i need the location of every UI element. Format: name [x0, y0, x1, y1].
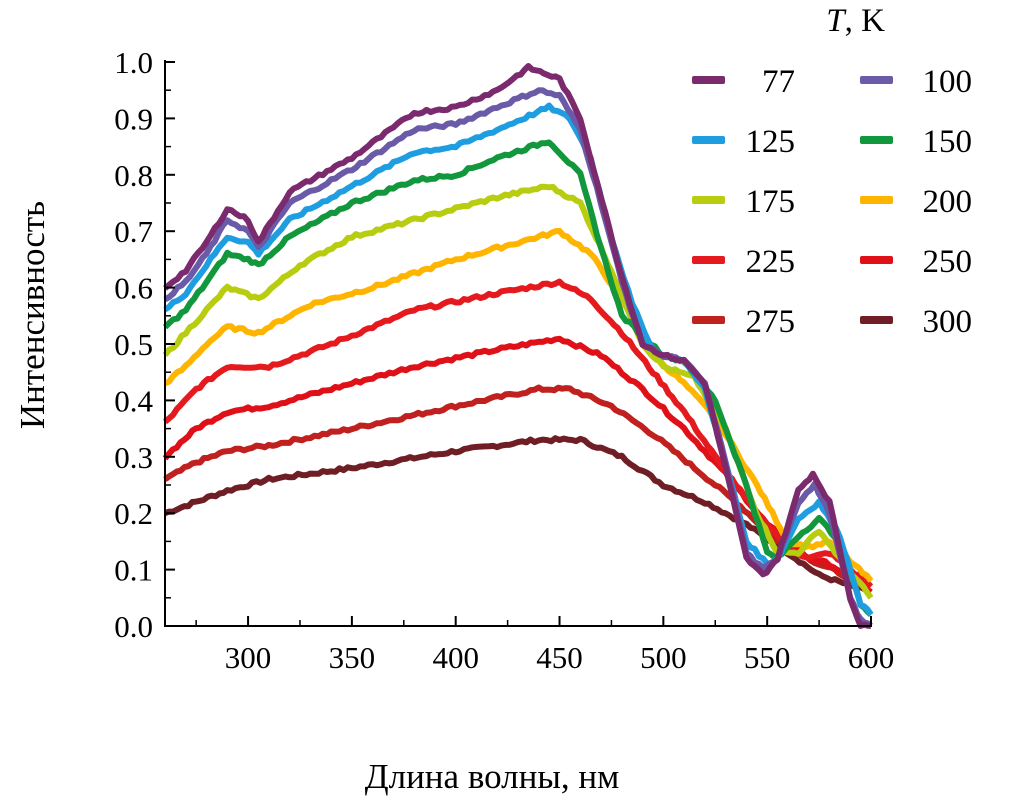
legend-swatch — [692, 76, 725, 84]
y-tick-label: 0.1 — [114, 553, 153, 588]
y-tick-label: 0.8 — [114, 158, 153, 193]
legend-item-300: 300 — [860, 304, 972, 340]
legend-label: 100 — [923, 64, 973, 100]
legend-item-150: 150 — [860, 124, 972, 160]
legend-label: 300 — [923, 304, 973, 340]
legend-swatch — [860, 196, 893, 204]
legend-label: 225 — [746, 244, 796, 280]
legend-label: 150 — [923, 124, 973, 160]
series-line-125K — [163, 102, 874, 617]
legend-label: 125 — [746, 124, 796, 160]
y-tick-label: 0.4 — [114, 383, 153, 418]
series-line-150K — [162, 139, 873, 617]
y-tick-label: 1.0 — [114, 45, 153, 80]
legend-swatch — [692, 316, 725, 324]
y-tick-label: 0.6 — [114, 271, 153, 306]
legend-item-125: 125 — [692, 124, 795, 160]
legend-swatch — [860, 76, 893, 84]
legend-item-275: 275 — [692, 304, 795, 340]
y-tick-label: 0.9 — [114, 101, 153, 136]
legend-label: 175 — [746, 184, 796, 220]
legend-label: 275 — [746, 304, 796, 340]
x-tick-label: 300 — [225, 640, 272, 675]
y-tick-label: 0.7 — [114, 214, 153, 249]
legend-label: 77 — [762, 64, 795, 100]
plot-area — [162, 63, 874, 629]
y-axis-title: Интенсивность — [13, 201, 52, 429]
x-tick-label: 400 — [432, 640, 479, 675]
series-line-77K — [163, 63, 872, 629]
legend-label: 200 — [923, 184, 973, 220]
x-axis-title: Длина волны, нм — [365, 757, 620, 796]
legend-swatch — [860, 316, 893, 324]
legend-swatch — [860, 256, 893, 264]
legend-item-225: 225 — [692, 244, 795, 280]
legend-swatch — [692, 256, 725, 264]
series-line-200K — [163, 227, 874, 583]
legend-swatch — [860, 136, 893, 144]
series-line-100K — [163, 87, 873, 629]
y-tick-label: 0.0 — [114, 609, 153, 644]
y-tick-label: 0.2 — [114, 496, 153, 531]
legend-label: 250 — [923, 244, 973, 280]
y-tick-label: 0.3 — [114, 440, 153, 475]
series-line-300K — [163, 435, 872, 596]
x-tick-label: 450 — [536, 640, 583, 675]
x-tick-label: 600 — [848, 640, 895, 675]
x-tick-label: 500 — [640, 640, 687, 675]
legend-item-200: 200 — [860, 184, 972, 220]
legend-title: T, K — [826, 3, 885, 39]
legend-item-77: 77 — [692, 64, 795, 100]
y-ticks: 0.0 0.1 0.2 0.3 0.4 0.5 0.6 0.7 0.8 0.9 1.0 — [114, 45, 175, 644]
legend-swatch — [692, 136, 725, 144]
legend-item-100: 100 — [860, 64, 972, 100]
legend: 77 100 125 150 175 200 225 250 275 300 — [692, 64, 972, 340]
x-ticks: 300 350 400 450 500 550 600 — [195, 616, 895, 675]
legend-item-175: 175 — [692, 184, 795, 220]
x-tick-label: 350 — [329, 640, 376, 675]
x-tick-label: 550 — [744, 640, 791, 675]
y-tick-label: 0.5 — [114, 327, 153, 362]
legend-swatch — [692, 196, 725, 204]
legend-item-250: 250 — [860, 244, 972, 280]
